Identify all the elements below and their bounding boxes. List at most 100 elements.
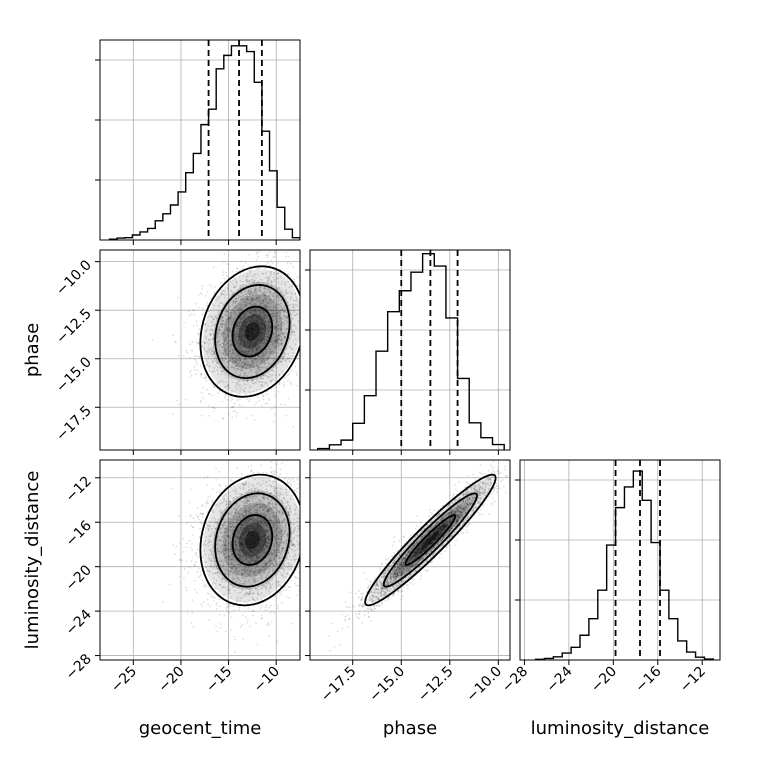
sample-point [251,278,253,281]
sample-point [256,318,259,320]
sample-point [241,323,244,325]
sample-point [266,301,269,304]
histogram-bin [458,378,470,450]
sample-point [199,374,202,377]
sample-point [234,302,237,305]
sample-point [208,370,211,372]
sample-point [303,548,305,550]
sample-point [213,360,216,362]
sample-point [274,413,276,416]
sample-point [239,359,241,362]
sample-point [234,337,237,340]
sample-point [242,637,245,640]
sample-point [259,363,262,366]
sample-point [242,351,245,354]
sample-point [223,303,225,306]
sample-point [225,376,228,379]
sample-point [229,344,232,347]
sample-point [293,280,296,283]
sample-point [231,406,234,409]
sample-point [303,318,305,320]
sample-point [215,317,218,320]
sample-point [275,319,278,322]
sample-point [220,351,222,354]
sample-point [341,244,343,246]
sample-point [201,340,204,343]
sample-point [300,318,302,320]
sample-point [219,385,222,388]
sample-point [229,331,232,333]
sample-point [224,354,227,357]
sample-point [262,299,265,302]
sample-point [238,339,240,342]
sample-point [261,385,264,388]
sample-point [268,348,270,351]
sample-point [245,417,248,420]
sample-point [261,366,263,369]
sample-point [218,352,221,354]
sample-point [231,293,234,296]
sample-point [249,625,251,628]
sample-point [238,317,241,320]
sample-point [227,365,230,368]
sample-point [240,336,243,338]
sample-point [258,317,261,320]
panel-phase-hist [305,249,511,455]
sample-point [239,451,241,453]
sample-point [244,299,247,302]
sample-point [218,354,221,357]
sample-point [304,551,306,553]
sample-point [234,362,237,364]
sample-point [230,340,232,342]
sample-point [211,338,214,341]
sample-point [168,583,171,586]
sample-point [251,313,254,316]
sample-point [242,319,245,321]
sample-point [229,605,232,608]
histogram-bin [388,312,400,450]
sample-point [265,321,268,323]
sample-point [241,365,244,368]
sample-point [204,376,207,379]
sample-point [295,348,298,351]
sample-point [195,360,198,363]
sample-point [190,313,193,316]
sample-point [238,327,241,330]
sample-point [261,380,263,383]
sample-point [304,318,306,320]
sample-point [227,383,230,386]
sample-point [243,346,245,348]
sample-point [245,364,248,367]
sample-point [267,337,270,339]
sample-point [268,373,271,376]
sample-point [261,354,264,357]
sample-point [260,279,263,282]
sample-point [213,314,216,317]
sample-point [293,333,296,336]
sample-point [265,305,268,308]
sample-point [279,303,281,306]
sample-point [250,340,253,343]
sample-point [235,393,238,396]
sample-point [174,340,176,343]
histogram-bin [469,423,481,450]
sample-point [261,323,264,325]
sample-point [249,287,252,290]
sample-point [267,336,270,339]
y-tick-label: −10.0 [53,257,95,299]
sample-point [264,337,267,340]
sample-point [222,346,224,349]
sample-point [261,617,264,619]
sample-point [219,323,222,326]
histogram-bin [353,423,365,450]
sample-point [276,294,279,297]
sample-point [236,335,238,338]
sample-point [264,350,266,353]
sample-point [228,611,231,614]
sample-point [248,290,250,292]
sample-point [226,317,229,320]
sample-point [244,313,247,316]
sample-point [262,374,265,377]
sample-point [261,332,264,335]
sample-point [243,358,246,360]
